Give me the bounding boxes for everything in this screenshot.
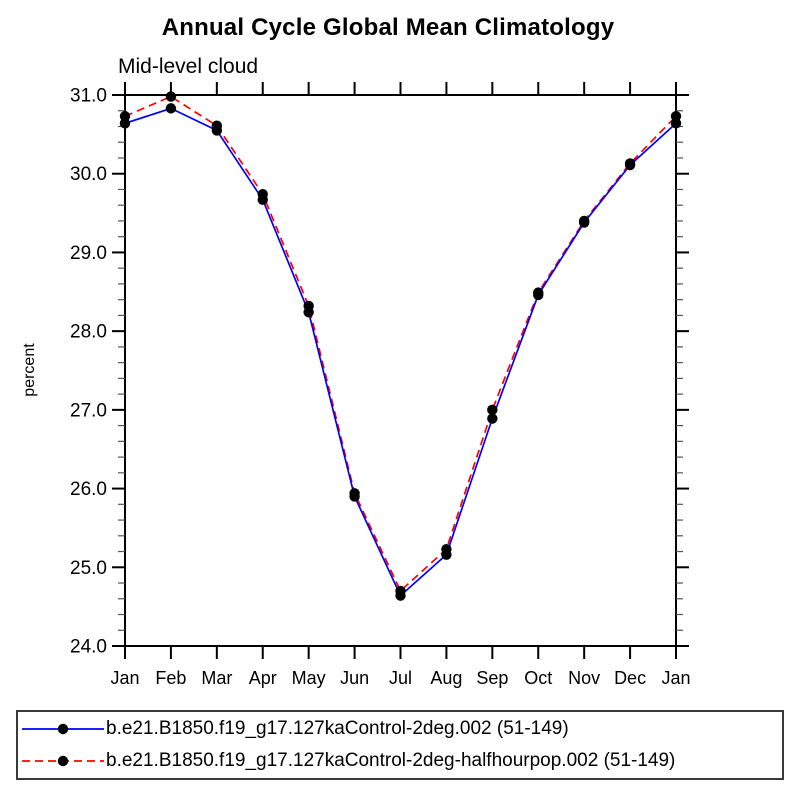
y-tick-label: 27.0 [70,400,107,421]
data-point-marker [670,111,682,122]
data-point-marker [165,103,177,114]
legend-series-label: b.e21.B1850.f19_g17.127kaControl-2deg-ha… [106,750,676,771]
y-tick-label: 26.0 [70,479,107,500]
data-point-marker [165,91,177,102]
legend-marker-dot [57,755,69,767]
data-point-marker [211,120,223,131]
page-title: Annual Cycle Global Mean Climatology [161,14,615,41]
y-tick-label: 30.0 [70,164,107,185]
data-point-marker [624,158,636,169]
data-point-marker [257,188,268,200]
x-tick-label: Jan [661,668,690,688]
x-tick-label: Sep [476,668,508,688]
data-point-marker [487,413,498,424]
legend-series-label: b.e21.B1850.f19_g17.127kaControl-2deg.00… [106,718,569,739]
data-point-marker [395,585,406,597]
y-tick-label: 29.0 [70,243,107,264]
data-point-marker [441,543,452,555]
data-point-marker [578,215,590,227]
data-point-marker [349,488,360,499]
x-tick-label: Apr [249,668,277,688]
y-tick-label: 25.0 [70,558,107,579]
legend-row-series-1: b.e21.B1850.f19_g17.127kaControl-2deg.00… [22,714,782,744]
legend-row-series-2: b.e21.B1850.f19_g17.127kaControl-2deg-ha… [22,746,782,776]
legend-line-sample-solid [22,723,104,735]
series-line-solid [124,107,677,598]
y-tick-label: 24.0 [70,637,107,658]
legend: b.e21.B1850.f19_g17.127kaControl-2deg.00… [16,710,784,780]
data-point-marker [303,300,314,312]
data-point-marker [487,404,498,416]
plot-subtitle: Mid-level cloud [118,55,259,78]
x-tick-label: May [292,668,326,688]
x-tick-label: Jun [340,668,369,688]
x-tick-label: Nov [568,668,600,688]
x-tick-label: Dec [614,668,646,688]
x-tick-label: Jul [389,668,412,688]
x-tick-label: Mar [201,668,232,688]
x-tick-label: Jan [110,668,139,688]
legend-line-sample-dashed [22,755,104,767]
x-tick-label: Oct [524,668,552,688]
data-point-marker [119,111,131,122]
data-point-marker [533,287,544,298]
y-tick-label: 28.0 [70,322,107,343]
y-tick-label: 31.0 [70,86,107,107]
x-tick-label: Aug [430,668,462,688]
plot-frame [124,94,677,647]
x-tick-label: Feb [155,668,186,688]
series-line-dashed [124,95,677,593]
legend-marker-dot [57,723,69,735]
